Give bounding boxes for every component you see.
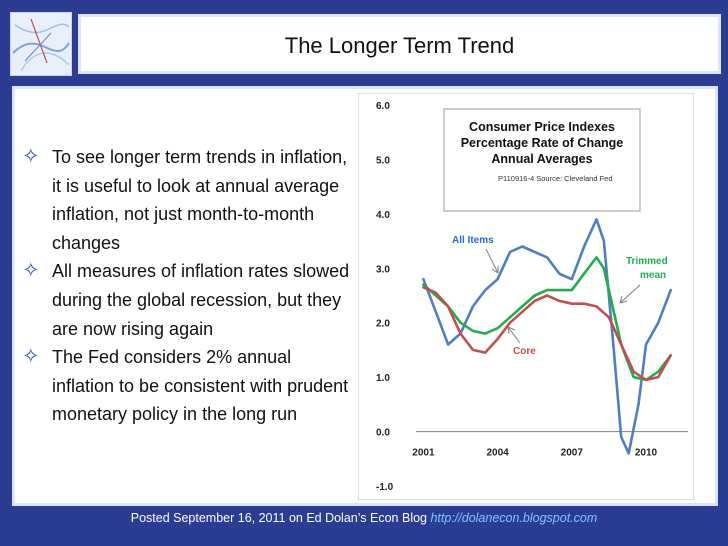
annotation-arrowhead [491,266,499,274]
annotation-arrow [485,248,499,274]
y-tick-label: 3.0 [376,264,390,275]
y-tick-label: -1.0 [376,482,394,493]
y-tick-label: 2.0 [376,319,390,330]
annotation-all-items: All Items [452,235,494,246]
series-line-core [422,286,672,382]
y-tick-label: 5.0 [376,155,390,166]
annotation-mean: mean [640,270,666,281]
y-tick-label: 6.0 [376,101,390,112]
y-tick-label: 1.0 [376,373,390,384]
annotation-trimmed: Trimmed [626,256,668,267]
chart-title-line: Annual Averages [491,152,592,166]
diamond-bullet-icon: ✧ [22,345,40,369]
annotation-core: Core [513,346,536,357]
x-tick-label: 2007 [561,448,584,459]
footer-text: Posted September 16, 2011 on Ed Dolan’s … [130,511,427,525]
annotation-arrowhead [507,326,516,335]
bullet-item: ✧ To see longer term trends in inflation… [22,143,352,257]
bullet-text: To see longer term trends in inflation, … [52,147,348,253]
annotation-arrowhead [619,295,628,304]
diamond-bullet-icon: ✧ [22,259,40,283]
chart-title-box [443,108,641,212]
slide-title: The Longer Term Trend [284,33,515,58]
footer-link[interactable]: http://dolanecon.blogspot.com [430,511,598,525]
x-tick-label: 2010 [635,448,658,459]
logo-image [10,12,72,76]
y-tick-label: 0.0 [376,428,390,439]
footer: Posted September 16, 2011 on Ed Dolan’s … [0,511,728,535]
bullet-list: ✧ To see longer term trends in inflation… [22,143,352,429]
y-tick-label: 4.0 [376,210,390,221]
x-tick-label: 2001 [412,448,435,459]
series-line-all-items [422,218,672,455]
chart-title-line: Consumer Price Indexes [469,120,615,134]
title-bar: The Longer Term Trend [78,14,721,74]
bullet-text: The Fed considers 2% annual inflation to… [52,347,349,425]
bullet-text: All measures of inflation rates slowed d… [52,261,350,339]
chart-source-note: P110916-4 Source: Cleveland Fed [498,174,613,183]
x-tick-label: 2004 [486,448,509,459]
chart-title-line: Percentage Rate of Change [461,136,624,150]
diamond-bullet-icon: ✧ [22,145,40,168]
bullet-item: ✧ The Fed considers 2% annual inflation … [22,343,352,429]
cpi-line-chart: 6.0 5.0 4.0 3.0 2.0 1.0 0.0 -1.0 2001 2004 2007 201… [358,93,694,500]
bullet-item: ✧ All measures of inflation rates slowed… [22,257,352,343]
annotation-arrow [619,284,641,304]
annotation-arrow [507,326,521,344]
